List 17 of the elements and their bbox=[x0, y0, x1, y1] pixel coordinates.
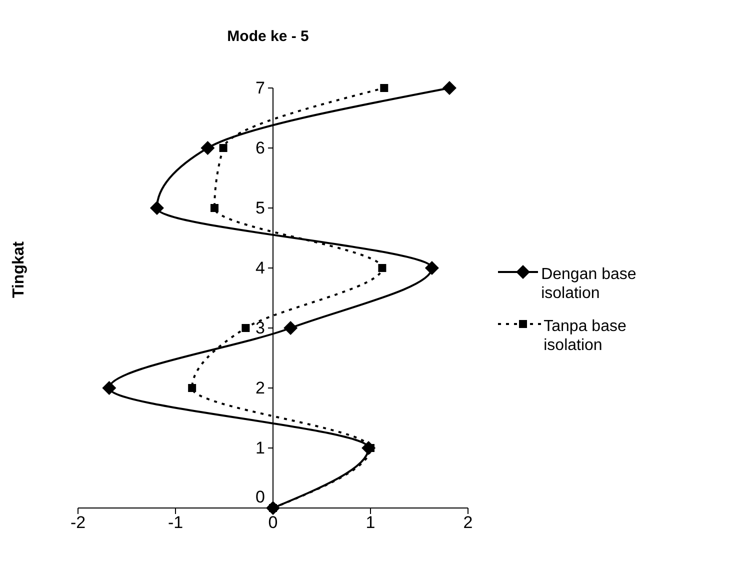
y-tick-label: 6 bbox=[256, 138, 265, 158]
x-tick-label: -1 bbox=[168, 513, 184, 532]
y-tick-label: 5 bbox=[256, 198, 265, 218]
legend-label: Dengan base isolation bbox=[541, 265, 638, 304]
chart-title: Mode ke - 5 bbox=[226, 28, 310, 45]
x-tick-label: 1 bbox=[366, 513, 376, 532]
legend-label: Tanpa base isolation bbox=[544, 317, 628, 356]
x-tick-label: 2 bbox=[463, 513, 473, 532]
y-tick-label: 7 bbox=[256, 78, 265, 98]
x-tick-label: 0 bbox=[268, 513, 278, 532]
y-tick-label: 4 bbox=[256, 258, 265, 278]
y-tick-label: 1 bbox=[256, 438, 265, 458]
y-tick-label: 3 bbox=[256, 318, 265, 338]
y-tick-label: 0 bbox=[256, 488, 265, 506]
y-tick-label: 2 bbox=[256, 378, 265, 398]
y-axis-title: Tingkat bbox=[10, 240, 28, 298]
x-tick-label: -2 bbox=[70, 513, 86, 532]
